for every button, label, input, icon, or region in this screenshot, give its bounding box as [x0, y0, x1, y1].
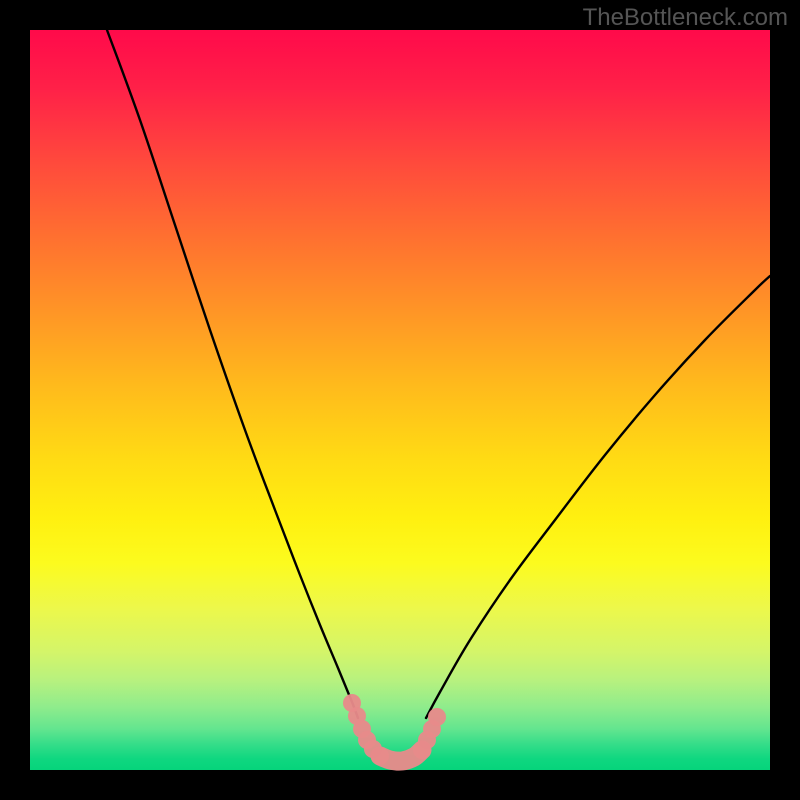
watermark-text: TheBottleneck.com — [583, 4, 788, 32]
bottleneck-chart — [0, 0, 800, 800]
plot-area — [30, 30, 770, 770]
chart-container: TheBottleneck.com — [0, 0, 800, 800]
